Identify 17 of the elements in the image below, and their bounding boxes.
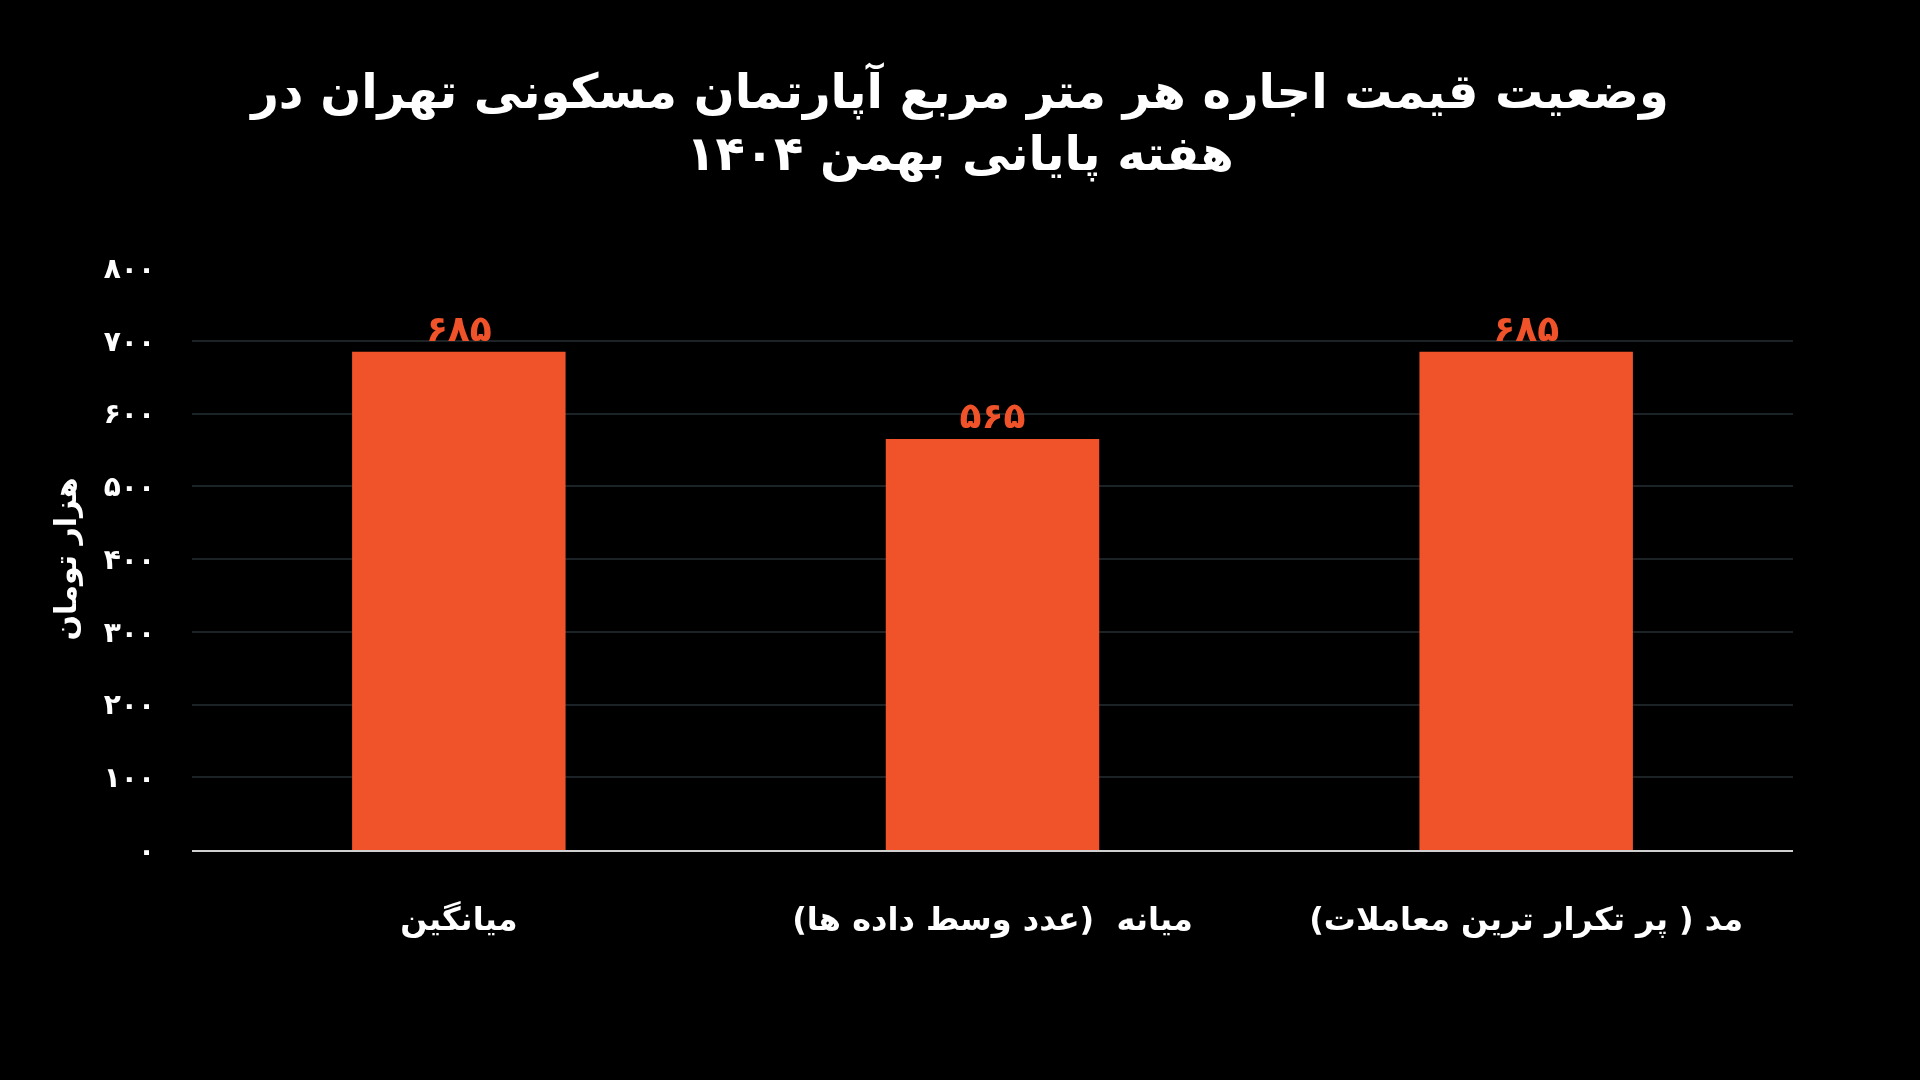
data-label: ۵۶۵ <box>959 394 1026 436</box>
y-tick-label: ۶۰۰ <box>103 397 155 431</box>
y-tick-label: ۷۰۰ <box>103 324 155 358</box>
y-axis-title: هزار تومان <box>47 477 83 641</box>
y-tick-label: ۲۰۰ <box>103 688 155 722</box>
y-tick-label: ۰ <box>137 833 155 867</box>
x-tick-label: میانه (عدد وسط داده ها) <box>792 900 1193 939</box>
data-label: ۶۸۵ <box>1493 307 1560 349</box>
chart-title: وضعیت قیمت اجاره هر متر مربع آپارتمان مسکونی تهران در هفته پایانی بهمن ۱۴۰۴ <box>249 62 1669 183</box>
y-tick-label: ۸۰۰ <box>103 251 155 285</box>
x-tick-label: میانگین <box>400 900 518 939</box>
y-tick-label: ۴۰۰ <box>103 542 155 576</box>
y-tick-label: ۱۰۰ <box>103 761 155 795</box>
data-label: ۶۸۵ <box>425 307 492 349</box>
y-tick-label: ۵۰۰ <box>103 470 155 504</box>
y-tick-label: ۳۰۰ <box>103 615 155 649</box>
x-tick-label: مد ( پر تکرار ترین معاملات) <box>1309 900 1744 939</box>
